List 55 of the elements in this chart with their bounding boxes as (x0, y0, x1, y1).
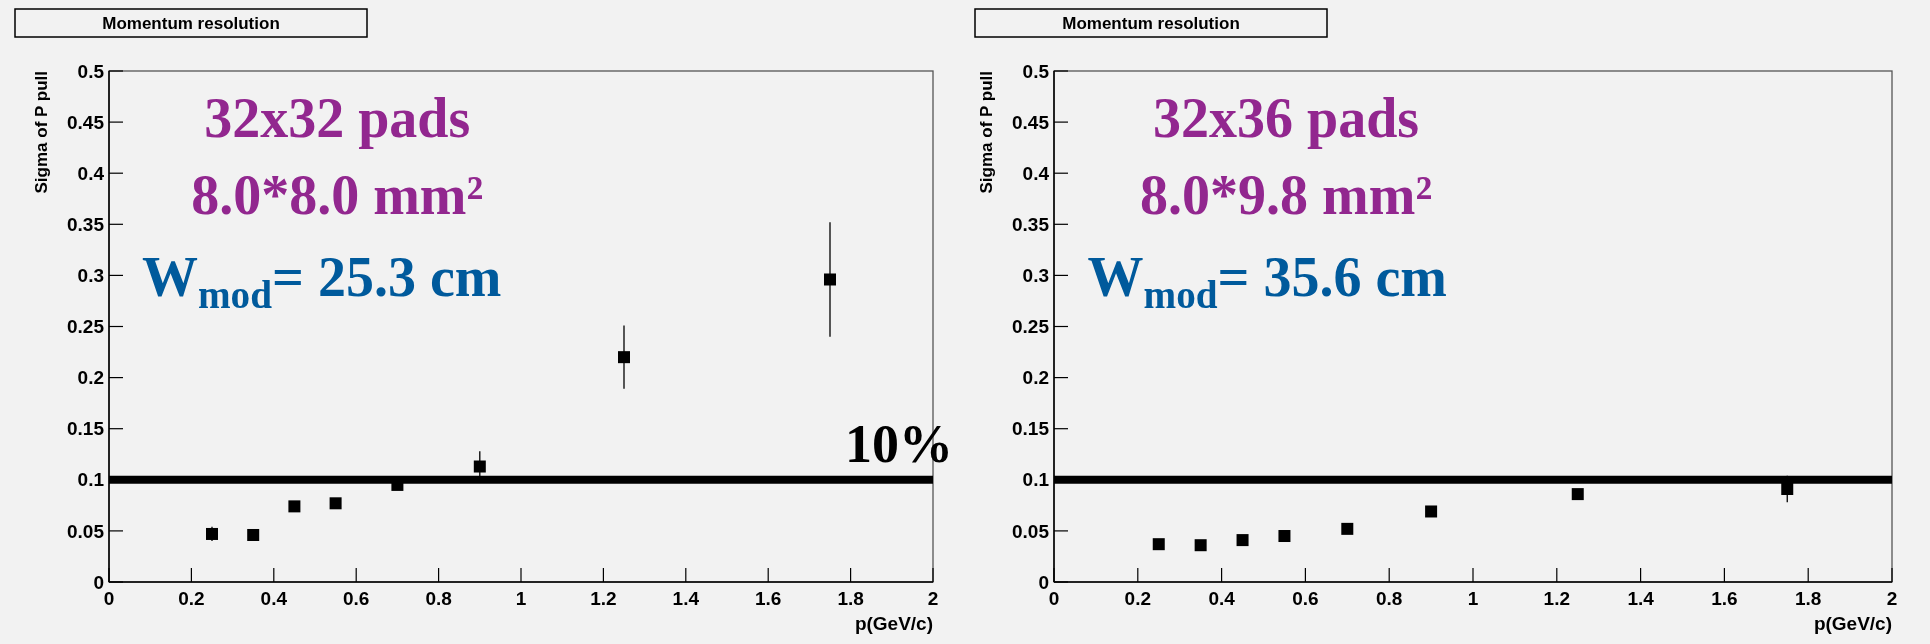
y-tick-label: 0.05 (67, 520, 105, 542)
y-tick-label: 0.35 (1012, 213, 1050, 235)
y-tick-label: 0.2 (1022, 367, 1049, 389)
y-tick-label: 0.5 (77, 60, 105, 82)
x-axis-title: p(GeV/c) (1813, 613, 1892, 634)
x-tick-label: 1.4 (1627, 588, 1655, 609)
y-tick-label: 0 (1038, 571, 1049, 593)
y-tick-label: 0.4 (77, 162, 105, 184)
x-tick-label: 1 (515, 588, 527, 609)
x-tick-label: 0.2 (178, 588, 205, 609)
x-axis-title: p(GeV/c) (854, 613, 933, 634)
ref-line-label: 10% (845, 413, 953, 474)
x-tick-label: 2 (927, 588, 939, 609)
x-tick-label: 1 (1467, 588, 1479, 609)
x-tick-label: 1.6 (754, 588, 782, 609)
x-tick-label: 1.2 (590, 588, 617, 609)
x-tick-label: 2 (1886, 588, 1898, 609)
y-tick-label: 0.25 (1012, 316, 1050, 338)
y-tick-label: 0.2 (77, 367, 104, 389)
annotation: W$_{mod}$= 25.3 cm (141, 245, 502, 316)
y-tick-label: 0.1 (77, 469, 105, 491)
x-tick-label: 1.4 (672, 588, 700, 609)
chart-title: Momentum resolution (1062, 14, 1240, 33)
x-tick-label: 1.8 (1794, 588, 1822, 609)
annotation: 8.0*8.0 mm² (191, 164, 484, 227)
x-tick-label: 0.4 (1208, 588, 1236, 609)
annotation: W$_{mod}$= 35.6 cm (1087, 245, 1447, 316)
y-tick-label: 0.35 (67, 213, 105, 235)
annotation: 32x32 pads (204, 87, 471, 150)
y-tick-label: 0.45 (67, 111, 105, 133)
x-tick-label: 0.8 (1375, 588, 1403, 609)
y-tick-label: 0.3 (77, 265, 104, 287)
y-tick-label: 0.4 (1022, 162, 1050, 184)
y-tick-label: 0.45 (1012, 111, 1050, 133)
x-tick-label: 0.8 (425, 588, 452, 609)
y-tick-label: 0 (93, 571, 104, 593)
x-tick-label: 0.6 (1292, 588, 1319, 609)
y-axis-title: Sigma of P pull (977, 71, 996, 194)
y-tick-label: 0.25 (67, 316, 105, 338)
y-tick-label: 0.5 (1022, 60, 1050, 82)
x-tick-label: 1.2 (1543, 588, 1571, 609)
y-tick-label: 0.3 (1022, 265, 1049, 287)
chart-title: Momentum resolution (102, 14, 280, 33)
y-tick-label: 0.1 (1022, 469, 1050, 491)
x-tick-label: 1.6 (1711, 588, 1738, 609)
x-tick-label: 0.4 (260, 588, 288, 609)
annotation: 8.0*9.8 mm² (1140, 164, 1433, 227)
y-tick-label: 0.15 (67, 418, 105, 440)
y-axis-title: Sigma of P pull (32, 71, 51, 194)
x-tick-label: 0.2 (1124, 588, 1152, 609)
annotation: 32x36 pads (1153, 87, 1420, 150)
y-tick-label: 0.05 (1012, 520, 1050, 542)
y-tick-label: 0.15 (1012, 418, 1050, 440)
x-tick-label: 1.8 (837, 588, 864, 609)
x-tick-label: 0.6 (342, 588, 370, 609)
